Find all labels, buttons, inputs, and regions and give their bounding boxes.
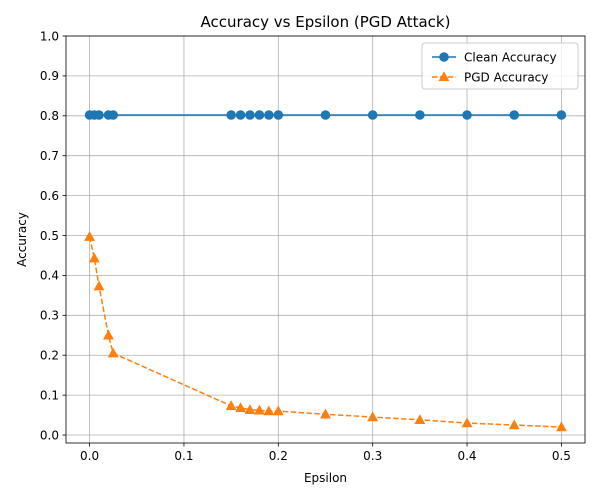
y-tick-label: 0.5 bbox=[40, 229, 59, 243]
data-point-pgd-accuracy bbox=[93, 280, 105, 291]
y-tick-label: 1.0 bbox=[40, 29, 59, 43]
data-point-pgd-accuracy bbox=[103, 329, 114, 340]
y-tick-label: 0.7 bbox=[40, 149, 59, 163]
axes-frame bbox=[65, 35, 586, 444]
legend-marker bbox=[439, 52, 449, 62]
data-point-clean-accuracy bbox=[273, 110, 284, 120]
series-pgd-accuracy bbox=[84, 231, 567, 432]
x-tick-label: 0.4 bbox=[457, 449, 476, 463]
data-point-clean-accuracy bbox=[556, 110, 567, 120]
data-point-clean-accuracy bbox=[264, 110, 274, 120]
data-point-pgd-accuracy bbox=[235, 402, 247, 413]
legend-item: PGD Accuracy bbox=[432, 70, 548, 84]
data-point-pgd-accuracy bbox=[244, 404, 256, 415]
data-point-pgd-accuracy bbox=[555, 421, 567, 432]
data-point-clean-accuracy bbox=[254, 110, 265, 120]
series-layer bbox=[84, 110, 567, 432]
x-tick-label: 0.2 bbox=[269, 449, 288, 463]
legend-box bbox=[421, 42, 579, 90]
y-tick-label: 0.6 bbox=[40, 189, 59, 203]
data-point-clean-accuracy bbox=[108, 110, 118, 120]
y-tick-label: 0.2 bbox=[40, 349, 59, 363]
legend-marker bbox=[438, 71, 450, 82]
legend-item: Clean Accuracy bbox=[432, 50, 557, 64]
data-point-pgd-accuracy bbox=[508, 419, 520, 430]
series-clean-accuracy bbox=[84, 110, 567, 120]
data-point-pgd-accuracy bbox=[107, 347, 119, 358]
data-point-pgd-accuracy bbox=[367, 411, 379, 422]
tick-layer: 0.0 0.1 0.2 0.3 0.4 0.5 0.0 0.1 0.2 0.3 0.4 0.5 0.6 0… bbox=[40, 29, 571, 463]
legend-label: Clean Accuracy bbox=[464, 50, 557, 64]
legend: Clean Accuracy PGD Accuracy bbox=[421, 42, 579, 90]
data-point-pgd-accuracy bbox=[225, 400, 237, 411]
y-tick-label: 0.1 bbox=[40, 388, 59, 402]
x-axis-label: Epsilon bbox=[304, 471, 347, 485]
y-axis-label: Accuracy bbox=[15, 212, 29, 267]
x-tick-label: 0.3 bbox=[363, 449, 382, 463]
y-tick-label: 0.3 bbox=[40, 309, 59, 323]
data-point-pgd-accuracy bbox=[414, 414, 426, 425]
data-point-clean-accuracy bbox=[245, 110, 255, 120]
y-tick-label: 0.0 bbox=[40, 428, 59, 442]
data-point-pgd-accuracy bbox=[272, 405, 284, 416]
data-point-clean-accuracy bbox=[94, 110, 104, 120]
data-point-pgd-accuracy bbox=[84, 231, 96, 241]
data-point-pgd-accuracy bbox=[253, 404, 265, 415]
data-point-clean-accuracy bbox=[509, 110, 520, 120]
data-point-pgd-accuracy bbox=[88, 252, 100, 263]
data-point-clean-accuracy bbox=[462, 110, 472, 120]
legend-label: PGD Accuracy bbox=[464, 70, 548, 84]
data-point-clean-accuracy bbox=[320, 110, 331, 120]
data-point-pgd-accuracy bbox=[461, 417, 473, 428]
data-point-clean-accuracy bbox=[235, 110, 246, 120]
data-point-pgd-accuracy bbox=[263, 405, 275, 416]
x-tick-label: 0.1 bbox=[174, 449, 193, 463]
data-point-pgd-accuracy bbox=[320, 408, 331, 419]
y-tick-label: 0.4 bbox=[40, 269, 59, 283]
y-tick-label: 0.8 bbox=[40, 109, 59, 123]
data-point-clean-accuracy bbox=[367, 110, 378, 120]
data-point-clean-accuracy bbox=[415, 110, 425, 120]
data-point-clean-accuracy bbox=[226, 110, 236, 120]
x-tick-label: 0.5 bbox=[552, 449, 571, 463]
y-tick-label: 0.9 bbox=[40, 69, 59, 83]
chart-title: Accuracy vs Epsilon (PGD Attack) bbox=[201, 13, 451, 31]
x-tick-label: 0.0 bbox=[80, 449, 99, 463]
